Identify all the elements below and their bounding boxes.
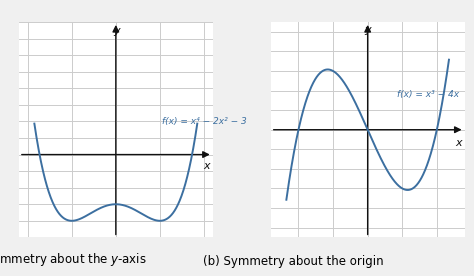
Text: (b) Symmetry about the origin: (b) Symmetry about the origin bbox=[202, 255, 383, 268]
Text: y: y bbox=[365, 25, 371, 35]
Text: x: x bbox=[455, 138, 462, 148]
Text: y: y bbox=[113, 26, 119, 36]
Text: f(x) = x³ − 4x: f(x) = x³ − 4x bbox=[397, 90, 459, 99]
Text: x: x bbox=[203, 161, 210, 171]
Text: f(x) = x⁴ − 2x² − 3: f(x) = x⁴ − 2x² − 3 bbox=[162, 117, 247, 126]
Text: (a) Symmetry about the $y$-axis: (a) Symmetry about the $y$-axis bbox=[0, 251, 146, 268]
